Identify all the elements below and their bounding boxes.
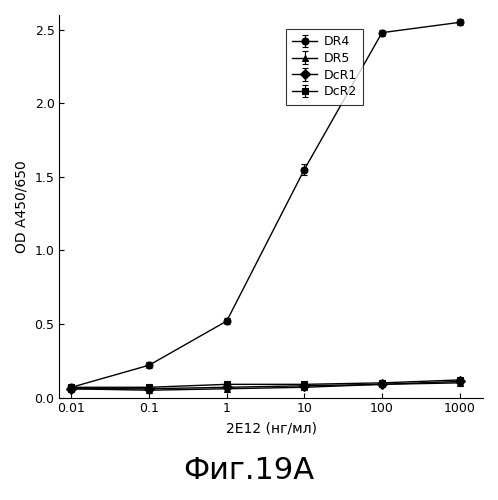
X-axis label: 2E12 (нг/мл): 2E12 (нг/мл) (226, 421, 317, 435)
Text: Фиг.19A: Фиг.19A (183, 456, 315, 485)
Legend: DR4, DR5, DcR1, DcR2: DR4, DR5, DcR1, DcR2 (286, 29, 363, 104)
Y-axis label: OD A450/650: OD A450/650 (15, 160, 29, 252)
